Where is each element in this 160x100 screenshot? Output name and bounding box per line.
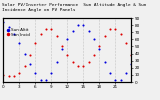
Text: Solar PV/Inverter Performance  Sun Altitude Angle & Sun Incidence Angle on PV Pa: Solar PV/Inverter Performance Sun Altitu… [2,3,146,12]
Legend: Sun Altit, Sun Incid: Sun Altit, Sun Incid [5,28,30,37]
